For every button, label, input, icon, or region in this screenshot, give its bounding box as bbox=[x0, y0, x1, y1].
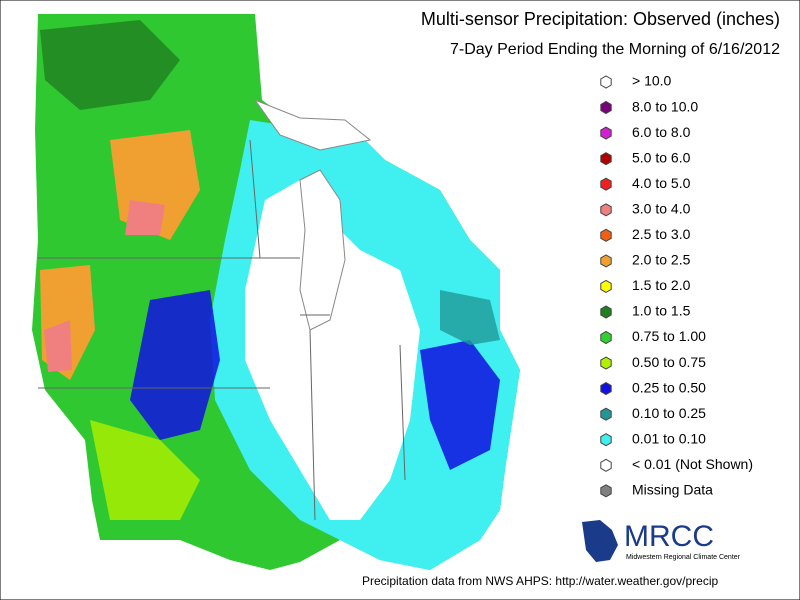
legend-label: 4.0 to 5.0 bbox=[632, 175, 691, 191]
logo-subtitle: Midwestern Regional Climate Center bbox=[626, 554, 741, 561]
legend-label: 8.0 to 10.0 bbox=[632, 98, 698, 114]
logo-icon bbox=[582, 520, 618, 562]
legend-label: 0.75 to 1.00 bbox=[632, 328, 706, 344]
state-borders bbox=[38, 139, 406, 521]
legend-marker bbox=[600, 356, 612, 370]
legend-label: Missing Data bbox=[632, 482, 713, 498]
region-blue-2 bbox=[420, 340, 500, 470]
legend-marker bbox=[600, 254, 612, 268]
legend-marker bbox=[600, 75, 612, 89]
legend-marker bbox=[600, 484, 612, 498]
legend-marker bbox=[600, 458, 612, 472]
logo-name: MRCC bbox=[624, 520, 714, 553]
footer: Precipitation data from NWS AHPS: http:/… bbox=[362, 574, 718, 588]
legend-marker bbox=[600, 279, 612, 293]
region-darkgreen bbox=[40, 20, 180, 110]
lake-superior bbox=[253, 98, 372, 151]
legend-marker bbox=[600, 330, 612, 345]
legend-marker bbox=[600, 433, 612, 447]
logo: MRCC Midwestern Regional Climate Center bbox=[582, 520, 741, 562]
legend-label: 3.0 to 4.0 bbox=[632, 200, 691, 216]
title: Multi-sensor Precipitation: Observed (in… bbox=[421, 9, 780, 29]
legend: > 10.0 8.0 to 10.0 6.0 to 8.0 5.0 to 6.0 4.0… bbox=[600, 73, 753, 498]
region-teal bbox=[440, 290, 500, 345]
region-pink bbox=[125, 200, 165, 235]
legend-label: 1.5 to 2.0 bbox=[632, 277, 691, 293]
legend-label: 1.0 to 1.5 bbox=[632, 303, 691, 319]
legend-label: 2.0 to 2.5 bbox=[632, 252, 691, 268]
region-lime bbox=[90, 420, 200, 520]
legend-marker bbox=[600, 100, 612, 115]
region-east-dry bbox=[245, 180, 420, 520]
legend-label: < 0.01 (Not Shown) bbox=[632, 456, 753, 472]
legend-marker bbox=[600, 228, 612, 242]
precip-map bbox=[32, 14, 520, 570]
legend-label: 2.5 to 3.0 bbox=[632, 226, 691, 242]
legend-label: 0.01 to 0.10 bbox=[632, 430, 706, 446]
legend-marker bbox=[600, 126, 612, 140]
legend-marker bbox=[600, 382, 612, 396]
region-pink-2 bbox=[44, 320, 72, 372]
legend-label: 0.50 to 0.75 bbox=[632, 354, 706, 370]
legend-marker bbox=[600, 203, 612, 217]
legend-label: > 10.0 bbox=[632, 73, 672, 89]
legend-marker bbox=[600, 152, 612, 166]
legend-marker bbox=[600, 305, 612, 319]
legend-label: 0.10 to 0.25 bbox=[632, 405, 706, 421]
legend-marker bbox=[600, 407, 612, 421]
legend-label: 5.0 to 6.0 bbox=[632, 149, 691, 165]
region-blue-1 bbox=[130, 290, 220, 440]
legend-marker bbox=[600, 177, 612, 191]
legend-label: 6.0 to 8.0 bbox=[632, 124, 691, 140]
lake-michigan bbox=[299, 169, 346, 331]
subtitle: 7-Day Period Ending the Morning of 6/16/… bbox=[450, 41, 780, 58]
legend-label: 0.25 to 0.50 bbox=[632, 379, 706, 395]
